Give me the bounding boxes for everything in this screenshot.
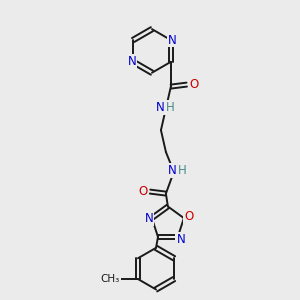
Text: CH₃: CH₃ — [100, 274, 120, 284]
Text: H: H — [177, 164, 186, 177]
Text: H: H — [166, 101, 174, 114]
Text: N: N — [128, 55, 136, 68]
Text: O: O — [189, 78, 198, 91]
Text: N: N — [176, 233, 185, 246]
Text: O: O — [184, 210, 194, 223]
Text: N: N — [145, 212, 153, 225]
Text: O: O — [139, 185, 148, 198]
Text: N: N — [167, 34, 176, 46]
Text: N: N — [167, 164, 176, 177]
Text: N: N — [156, 101, 164, 114]
